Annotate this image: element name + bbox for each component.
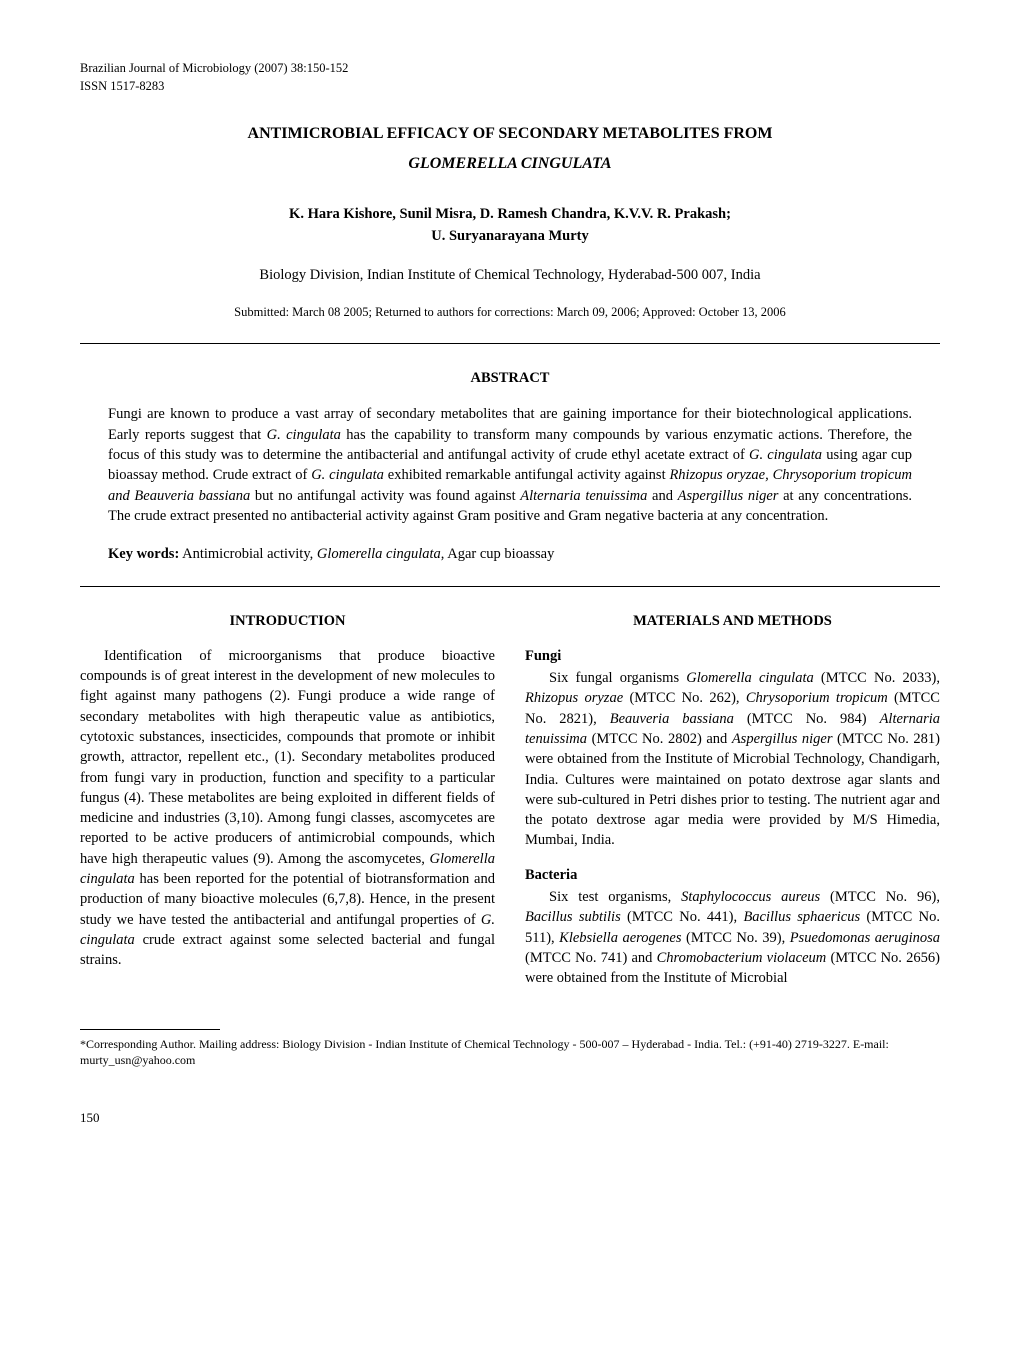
body-columns: INTRODUCTION Identification of microorga… <box>80 611 940 988</box>
journal-issn: ISSN 1517-8283 <box>80 78 940 96</box>
fungi-para: Six fungal organisms Glomerella cingulat… <box>525 668 940 851</box>
journal-name: Brazilian Journal of Microbiology (2007)… <box>80 60 940 78</box>
rule-top <box>80 343 940 344</box>
authors: K. Hara Kishore, Sunil Misra, D. Ramesh … <box>80 204 940 248</box>
footnote-rule <box>80 1029 220 1030</box>
article-title-line2: GLOMERELLA CINGULATA <box>80 153 940 175</box>
corresponding-author-footnote: *Corresponding Author. Mailing address: … <box>80 1036 940 1070</box>
bacteria-para: Six test organisms, Staphylococcus aureu… <box>525 887 940 988</box>
left-column: INTRODUCTION Identification of microorga… <box>80 611 495 988</box>
authors-line2: U. Suryanarayana Murty <box>431 228 589 244</box>
fungi-subheading: Fungi <box>525 646 940 666</box>
submission-dates: Submitted: March 08 2005; Returned to au… <box>80 304 940 322</box>
keywords-label: Key words: <box>108 546 179 562</box>
rule-bottom <box>80 586 940 587</box>
page-number: 150 <box>80 1109 940 1127</box>
bacteria-section: Bacteria Six test organisms, Staphylococ… <box>525 865 940 989</box>
introduction-para: Identification of microorganisms that pr… <box>80 646 495 971</box>
methods-heading: MATERIALS AND METHODS <box>525 611 940 631</box>
bacteria-subheading: Bacteria <box>525 865 940 885</box>
article-title-line1: ANTIMICROBIAL EFFICACY OF SECONDARY META… <box>80 123 940 145</box>
abstract-heading: ABSTRACT <box>80 368 940 388</box>
right-column: MATERIALS AND METHODS Fungi Six fungal o… <box>525 611 940 988</box>
journal-header: Brazilian Journal of Microbiology (2007)… <box>80 60 940 95</box>
keywords-text: Antimicrobial activity, Glomerella cingu… <box>179 546 554 562</box>
fungi-section: Fungi Six fungal organisms Glomerella ci… <box>525 646 940 851</box>
authors-line1: K. Hara Kishore, Sunil Misra, D. Ramesh … <box>289 206 731 222</box>
abstract-text: Fungi are known to produce a vast array … <box>80 404 940 526</box>
affiliation: Biology Division, Indian Institute of Ch… <box>80 265 940 285</box>
introduction-heading: INTRODUCTION <box>80 611 495 631</box>
keywords: Key words: Antimicrobial activity, Glome… <box>80 544 940 564</box>
